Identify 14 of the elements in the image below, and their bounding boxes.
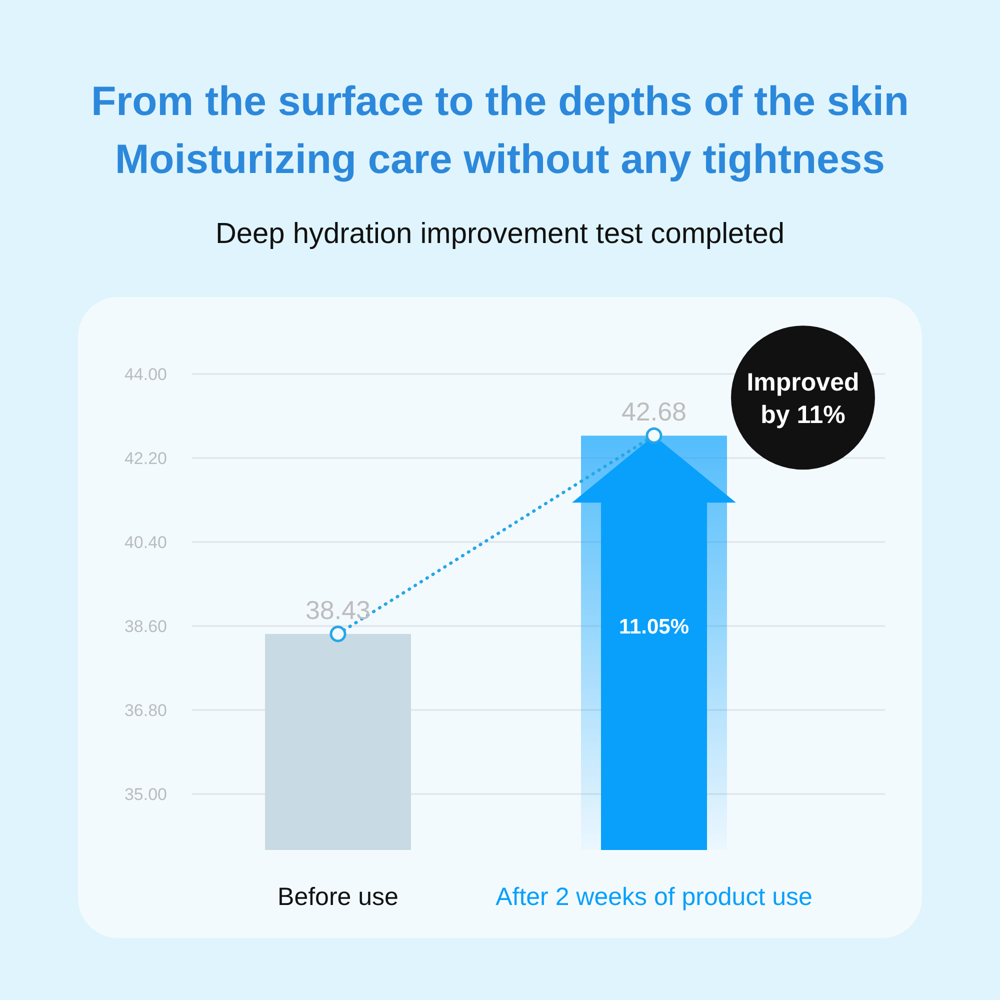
x-tick-label: Before use [278, 883, 398, 911]
y-tick-label: 36.80 [124, 700, 167, 720]
annotation: Improved by 11% [746, 368, 860, 429]
chart-subtitle: Deep hydration improvement test completed [215, 218, 785, 250]
data-label: 42.68 [621, 396, 687, 427]
chart-title: From the surface to the depths of the skin Moisturizing care without any tightness [91, 78, 909, 182]
x-tick-label: After 2 weeks of product use [496, 883, 812, 911]
y-tick-label: 35.00 [124, 784, 167, 804]
y-tick-label: 38.60 [124, 616, 167, 636]
y-tick-label: 44.00 [124, 364, 167, 384]
y-tick-label: 40.40 [124, 532, 167, 552]
annotation: 11.05% [618, 616, 690, 639]
data-label: 38.43 [305, 594, 371, 625]
y-tick-label: 42.20 [124, 448, 167, 468]
